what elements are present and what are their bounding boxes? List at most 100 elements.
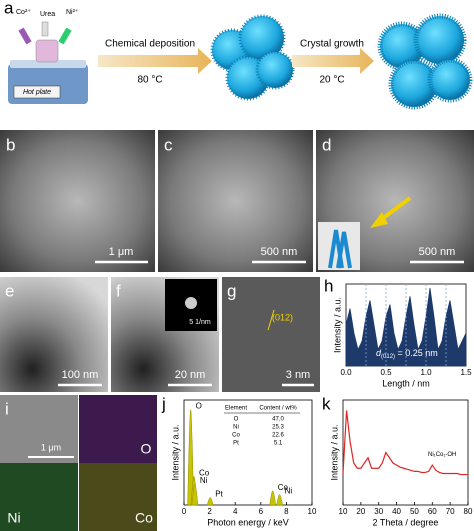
sem-image [0,395,78,463]
x-tick-label: 2 [207,507,212,516]
x-tick-label: 0.0 [340,368,352,377]
tem-image [0,277,108,392]
panel-c: c 500 nm [158,130,313,272]
scale-label: 500 nm [261,246,298,258]
peak [269,490,276,506]
x-tick-label: 30 [374,507,383,516]
sem-image [0,130,155,272]
y-axis-label: Intensity / a.u. [332,297,342,353]
annotation-symbol: d [376,348,382,358]
x-tick-label: 6 [259,507,264,516]
x-tick-label: 1.0 [420,368,432,377]
table-cell: O [234,417,239,423]
sphere-cluster [210,14,295,101]
arrow-head [370,212,388,228]
x-axis-label: 2 Theta / degree [373,517,439,527]
table-cell: 5.1 [274,441,283,447]
panel-b: b 1 μm [0,130,155,272]
vial [41,21,49,37]
hot-plate-top [10,60,86,68]
x-axis-label: Photon energy / keV [207,517,289,527]
annotation-text: = 0.25 nm [395,348,438,358]
panel-label: b [6,135,15,154]
x-tick-label: 1.5 [460,368,472,377]
table-cell: 25.3 [272,425,284,431]
vial [18,27,32,45]
map-o [79,395,157,463]
arrow [98,48,212,74]
hrtem-image [222,277,320,392]
peak-label: Ni [200,476,208,485]
step-temp: 20 °C [319,75,344,86]
panel-a: a Hot plate Co²⁺ Urea Ni²⁺ Chemical depo… [4,0,473,110]
reagent: Co²⁺ [16,9,31,16]
table-cell: Pt [233,441,239,447]
peak-label: Pt [215,489,223,498]
reagent: Ni²⁺ [66,9,79,16]
saed-spot [185,297,197,309]
x-tick-label: 20 [356,507,365,516]
x-tick-label: 4 [233,507,238,516]
area [345,288,467,367]
scale-label: 100 nm [62,369,99,381]
line [342,410,468,476]
x-tick-label: 80 [464,507,473,516]
map-label: O [141,441,152,457]
x-tick-label: 0.5 [380,368,392,377]
table-cell: Ni [233,425,239,431]
y-axis-label: Intensity / a.u. [329,424,339,480]
panel-label: g [227,281,236,300]
panel-label: f [116,281,121,300]
sem-image [158,130,313,272]
charts: h 0.0 0.5 1.0 1.5 Length / nm Intensity / a.u.… [161,276,473,527]
plot-frame [342,399,469,506]
annotation-subscript: (012) [381,354,395,360]
plane-label: (012) [272,312,293,322]
panel-f: f 5 1/nm 20 nm [111,277,219,392]
arrow [292,48,374,74]
panel-d: d 500 nm [316,130,474,272]
scale-label: 500 nm [419,246,456,258]
step-temp: 80 °C [137,75,162,86]
peak [276,494,283,506]
panel-label: a [4,0,14,17]
table-header: Content / wt% [259,406,297,412]
sphere-cluster-grown [377,13,473,110]
scale-label: 1 μm [41,442,61,452]
panel-label: k [322,394,331,413]
lattice-marker [267,309,275,331]
y-axis-label: Intensity / a.u. [170,424,180,480]
panel-label: h [324,276,333,295]
peak-label: Co [199,468,210,477]
x-tick-label: 10 [308,507,317,516]
reagent: Urea [40,11,55,18]
panel-label: e [5,281,14,300]
label-box [13,85,61,99]
table-cell: Co [232,433,240,439]
table-cell: 22.6 [272,433,284,439]
table-header: Element [225,406,247,412]
x-tick-label: 8 [284,507,289,516]
inset-model [328,229,352,269]
table-cell: 47.0 [272,417,284,423]
inset-scale: 5 1/nm [189,319,211,326]
x-tick-label: 40 [392,507,401,516]
vial [58,27,72,45]
step-title: Chemical deposition [105,39,195,50]
x-tick-label: 70 [446,507,455,516]
peak [187,409,194,506]
peak [206,497,214,506]
peak [191,483,199,506]
device-label: Hot plate [23,89,51,96]
plot-frame [183,399,313,506]
panel-g: g (012) 3 nm [222,277,320,392]
panel-i: i 1 μm O Ni Co [0,395,157,531]
annotation: d(012) = 0.25 nm [376,348,438,359]
peak-label: O [196,402,202,411]
x-tick-label: 10 [339,507,348,516]
panel-label: c [164,135,173,154]
step-title: Crystal growth [300,39,364,50]
panel-label: d [322,135,331,154]
x-tick-label: 60 [428,507,437,516]
